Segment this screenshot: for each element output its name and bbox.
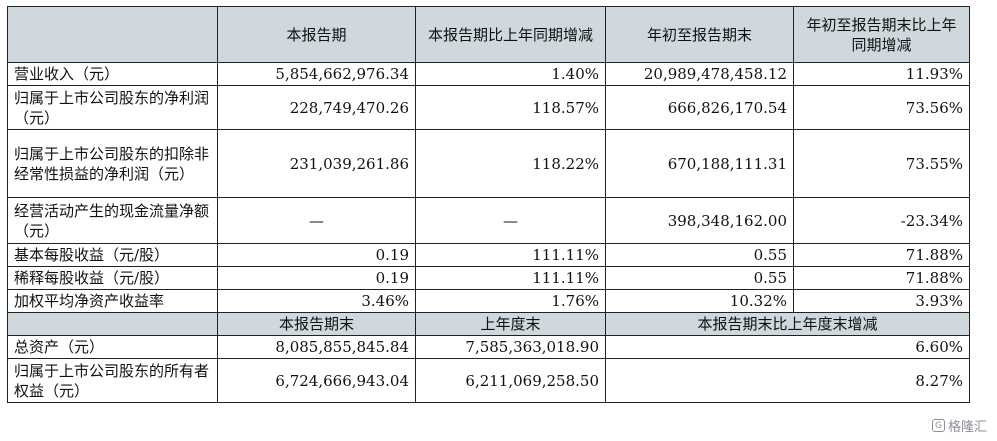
cell-value: 0.19 — [217, 266, 416, 290]
cell-value: 118.22% — [415, 129, 606, 198]
cell-value: 1.76% — [415, 289, 606, 313]
cell-value: 1.40% — [415, 62, 606, 86]
header-row-2: 本报告期末 上年度末 本报告期末比上年度末增减 — [7, 312, 970, 336]
table-row: 总资产（元） 8,085,855,845.84 7,585,363,018.90… — [7, 335, 970, 359]
cell-value: 8.27% — [605, 358, 970, 403]
watermark-text: 格隆汇 — [947, 420, 987, 435]
table-row: 归属于上市公司股东的净利润（元） 228,749,470.26 118.57% … — [7, 85, 970, 130]
header-ytd-yoy: 年初至报告期末比上年同期增减 — [793, 6, 970, 63]
row-label: 加权平均净资产收益率 — [7, 289, 218, 313]
table-row: 基本每股收益（元/股） 0.19 111.11% 0.55 71.88% — [7, 243, 970, 267]
cell-value: 398,348,162.00 — [605, 197, 794, 244]
header2-period-end: 本报告期末 — [217, 312, 416, 336]
cell-value: 666,826,170.54 — [605, 85, 794, 130]
row-label: 归属于上市公司股东的净利润（元） — [7, 85, 218, 130]
cell-value: 231,039,261.86 — [217, 129, 416, 198]
cell-value: -23.34% — [793, 197, 970, 244]
header-ytd: 年初至报告期末 — [605, 6, 794, 63]
table-row: 归属于上市公司股东的扣除非经常性损益的净利润（元） 231,039,261.86… — [7, 129, 970, 198]
cell-value: 73.55% — [793, 129, 970, 198]
cell-value: 20,989,478,458.12 — [605, 62, 794, 86]
row-label: 归属于上市公司股东的扣除非经常性损益的净利润（元） — [7, 129, 218, 198]
cell-value: 8,085,855,845.84 — [217, 335, 416, 359]
table-row: 稀释每股收益（元/股） 0.19 111.11% 0.55 71.88% — [7, 266, 970, 290]
header2-change: 本报告期末比上年度末增减 — [605, 312, 970, 336]
table-row: 经营活动产生的现金流量净额（元） — — 398,348,162.00 -23.… — [7, 197, 970, 244]
cell-value: 3.93% — [793, 289, 970, 313]
cell-value: 0.55 — [605, 243, 794, 267]
cell-value: 71.88% — [793, 243, 970, 267]
row-label: 总资产（元） — [7, 335, 218, 359]
cell-value: 0.19 — [217, 243, 416, 267]
cell-value: 118.57% — [415, 85, 606, 130]
cell-value: 111.11% — [415, 266, 606, 290]
row-label: 稀释每股收益（元/股） — [7, 266, 218, 290]
cell-value: — — [415, 197, 606, 244]
row-label: 经营活动产生的现金流量净额（元） — [7, 197, 218, 244]
cell-value: 6,724,666,943.04 — [217, 358, 416, 403]
gelonghui-logo-icon: G — [931, 419, 945, 432]
cell-value: 0.55 — [605, 266, 794, 290]
cell-value: 111.11% — [415, 243, 606, 267]
header2-prior-year-end: 上年度末 — [415, 312, 606, 336]
cell-value: 228,749,470.26 — [217, 85, 416, 130]
header-row: 本报告期 本报告期比上年同期增减 年初至报告期末 年初至报告期末比上年同期增减 — [7, 6, 970, 63]
cell-value: 71.88% — [793, 266, 970, 290]
cell-value: 3.46% — [217, 289, 416, 313]
header-blank — [7, 6, 218, 63]
cell-value: 6,211,069,258.50 — [415, 358, 606, 403]
header-current-period: 本报告期 — [217, 6, 416, 63]
row-label: 基本每股收益（元/股） — [7, 243, 218, 267]
cell-value: 10.32% — [605, 289, 794, 313]
row-label: 归属于上市公司股东的所有者权益（元） — [7, 358, 218, 403]
cell-value: 7,585,363,018.90 — [415, 335, 606, 359]
cell-value: 73.56% — [793, 85, 970, 130]
watermark: G 格隆汇 — [931, 416, 987, 435]
row-label: 营业收入（元） — [7, 62, 218, 86]
cell-value: — — [217, 197, 416, 244]
financial-table: 本报告期 本报告期比上年同期增减 年初至报告期末 年初至报告期末比上年同期增减 … — [7, 6, 970, 403]
cell-value: 11.93% — [793, 62, 970, 86]
table-row: 营业收入（元） 5,854,662,976.34 1.40% 20,989,47… — [7, 62, 970, 86]
cell-value: 6.60% — [605, 335, 970, 359]
header-current-period-yoy: 本报告期比上年同期增减 — [415, 6, 606, 63]
cell-value: 670,188,111.31 — [605, 129, 794, 198]
cell-value: 5,854,662,976.34 — [217, 62, 416, 86]
header2-blank — [7, 312, 218, 336]
table-row: 归属于上市公司股东的所有者权益（元） 6,724,666,943.04 6,21… — [7, 358, 970, 403]
table-row: 加权平均净资产收益率 3.46% 1.76% 10.32% 3.93% — [7, 289, 970, 313]
